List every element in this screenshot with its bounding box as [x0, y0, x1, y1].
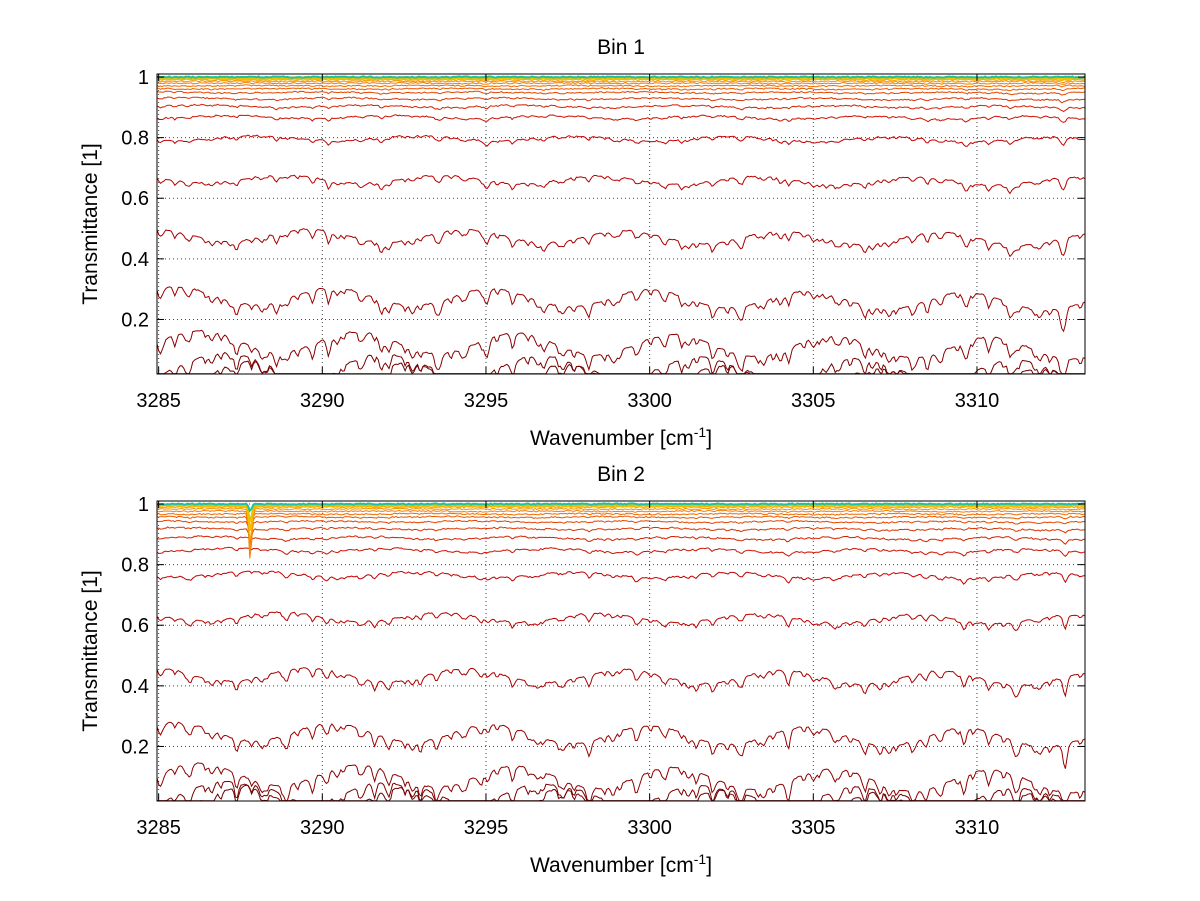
- x-tick-label: 3310: [955, 390, 1000, 412]
- subplot-1-series: [156, 75, 1086, 375]
- subplot-1-y-axis-label: Transmittance [1]: [79, 143, 102, 304]
- series-line-15: [157, 80, 1086, 84]
- x-tick-label: 3295: [464, 390, 509, 412]
- series-line-6: [156, 611, 1086, 631]
- subplot-bin-1: 3285 3290 3295 3300 3305 3310 0.2 0.4 0.6 0.8 1 Bi…: [79, 36, 1086, 450]
- series-line-9: [156, 103, 1086, 113]
- subplot-2-series: [156, 502, 1086, 802]
- series-line-19: [156, 502, 1086, 513]
- subplot-1-axes-box: [157, 74, 1085, 374]
- series-line-5: [156, 667, 1086, 698]
- y-tick-label: 1: [138, 67, 149, 89]
- series-line-14: [156, 81, 1086, 85]
- series-line-14: [156, 509, 1086, 559]
- series-line-10: [156, 526, 1086, 539]
- x-tick-label: 3300: [627, 817, 672, 839]
- series-line-7: [156, 134, 1086, 147]
- x-tick-label: 3290: [300, 817, 345, 839]
- series-line-8: [156, 546, 1086, 557]
- subplot-2-x-axis-label: Wavenumber [cm-1]: [530, 851, 712, 877]
- subplot-1-title: Bin 1: [597, 36, 645, 59]
- series-line-15: [156, 507, 1086, 550]
- subplot-2-frame: [156, 500, 1086, 802]
- series-line-11: [156, 90, 1086, 96]
- series-line-8: [156, 114, 1086, 123]
- series-line-9: [156, 535, 1086, 545]
- subplot-2-y-axis-label: Transmittance [1]: [79, 570, 102, 731]
- series-line-4: [156, 286, 1086, 333]
- y-tick-label: 1: [138, 494, 149, 516]
- series-line-7: [156, 570, 1086, 585]
- series-line-12: [156, 515, 1086, 545]
- x-tick-label: 3305: [791, 390, 836, 412]
- y-tick-label: 0.8: [121, 555, 149, 577]
- subplot-bin-2: 3285 3290 3295 3300 3305 3310 0.2 0.4 0.6 0.8 1 Bi…: [79, 463, 1086, 877]
- series-line-12: [156, 87, 1086, 92]
- y-tick-label: 0.6: [121, 615, 149, 637]
- series-line-3: [156, 329, 1086, 375]
- x-tick-label: 3300: [627, 390, 672, 412]
- series-line-5: [156, 228, 1086, 258]
- subplot-1-frame: [156, 73, 1086, 375]
- x-tick-label: 3290: [300, 390, 345, 412]
- y-tick-label: 0.6: [121, 188, 149, 210]
- subplot-2-title: Bin 2: [597, 463, 645, 486]
- series-line-6: [156, 174, 1086, 195]
- series-line-13: [156, 84, 1086, 88]
- subplot-2-axes-box: [157, 501, 1085, 801]
- y-tick-label: 0.2: [121, 309, 149, 331]
- series-line-4: [156, 721, 1086, 769]
- x-tick-label: 3285: [136, 817, 181, 839]
- x-tick-label: 3310: [955, 817, 1000, 839]
- subplot-1-x-axis-label: Wavenumber [cm-1]: [530, 424, 712, 450]
- series-line-11: [156, 519, 1086, 540]
- y-tick-label: 0.8: [121, 128, 149, 150]
- series-line-3: [156, 762, 1086, 802]
- subplot-2-ticks: 3285 3290 3295 3300 3305 3310 0.2 0.4 0.6 0.8 1: [121, 494, 1085, 839]
- y-tick-label: 0.4: [121, 249, 149, 271]
- x-tick-label: 3285: [136, 390, 181, 412]
- series-line-10: [156, 96, 1086, 104]
- y-tick-label: 0.4: [121, 676, 149, 698]
- subplot-1-ticks: 3285 3290 3295 3300 3305 3310 0.2 0.4 0.6 0.8 1: [121, 67, 1085, 412]
- x-tick-label: 3295: [464, 817, 509, 839]
- x-tick-label: 3305: [791, 817, 836, 839]
- series-line-13: [156, 512, 1086, 551]
- series-line-19: [156, 75, 1086, 79]
- y-tick-label: 0.2: [121, 736, 149, 758]
